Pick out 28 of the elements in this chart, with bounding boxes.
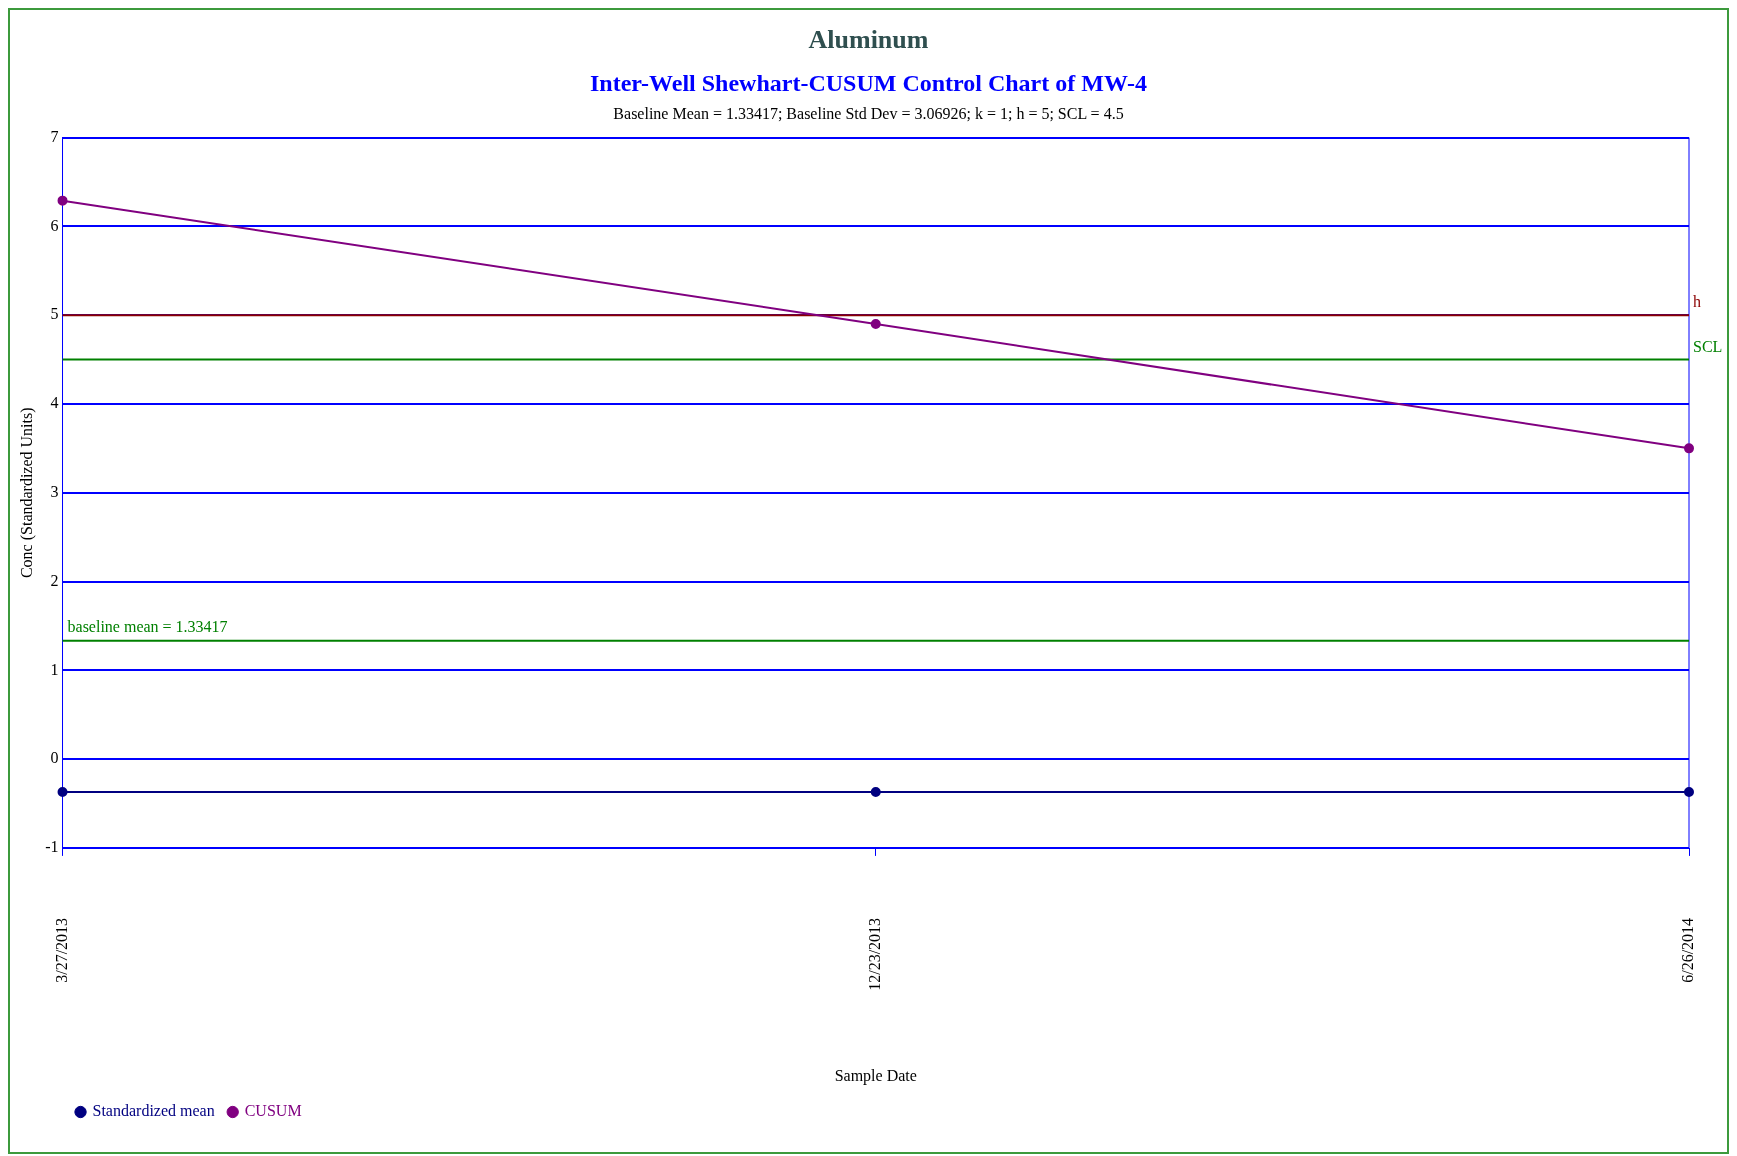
y-axis-title: Conc (Standardized Units): [17, 407, 36, 579]
y-tick-label: -1: [45, 838, 59, 856]
y-tick-label: 1: [50, 660, 59, 678]
ref-line-label: baseline mean = 1.33417: [67, 617, 228, 635]
point: [57, 786, 68, 797]
y-tick-label: 2: [50, 571, 59, 589]
legend-label: CUSUM: [244, 1102, 302, 1120]
point: [1684, 443, 1694, 454]
y-tick-label: 6: [50, 216, 59, 234]
point: [57, 195, 68, 206]
y-tick-label: 0: [50, 749, 59, 767]
ref-line-label: SCL: [1693, 337, 1723, 355]
point: [870, 319, 881, 330]
x-tick-label: 3/27/2013: [52, 917, 70, 983]
x-axis-title: Sample Date: [834, 1066, 917, 1085]
y-tick-label: 7: [50, 127, 59, 145]
text: Baseline Mean = 1.33417; Baseline Std Dev = 3.06926; k = 1; h = 5; SCL = 4.5: [612, 104, 1125, 124]
y-tick-label: 4: [50, 394, 59, 412]
chart-title: Aluminum: [807, 25, 930, 55]
y-tick-label: 3: [50, 482, 59, 500]
point: [1684, 786, 1694, 797]
x-tick-label: 6/26/2014: [1679, 917, 1697, 983]
y-tick-label: 5: [50, 305, 59, 323]
legend-label: Standardized mean: [92, 1102, 215, 1120]
ref-line-label: h: [1693, 293, 1701, 311]
x-tick-label: 12/23/2013: [865, 917, 883, 991]
point: [870, 786, 881, 797]
chart-subtitle: Inter-Well Shewhart-CUSUM Control Chart of MW-4: [588, 69, 1148, 98]
